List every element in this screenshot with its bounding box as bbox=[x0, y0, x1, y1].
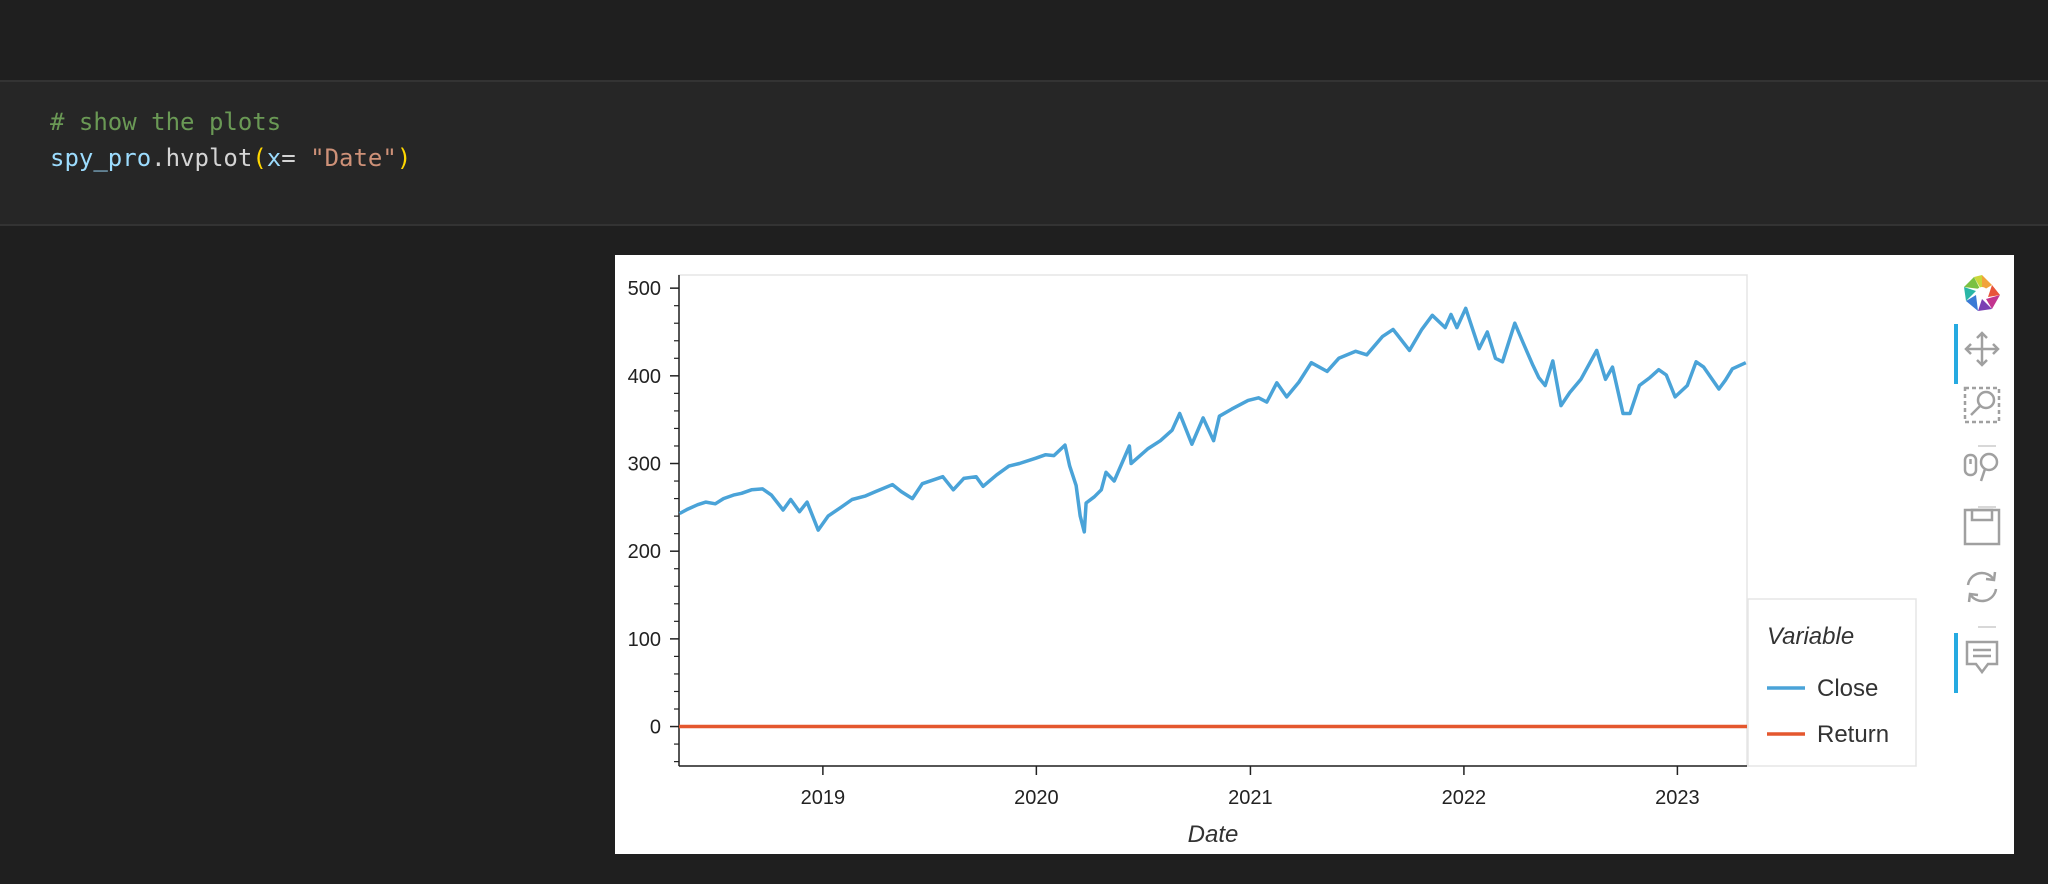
plot-output-panel: 0 100 200 300 400 500 2019 2020 2021 2022 2023 Da… bbox=[615, 255, 2014, 854]
x-tick-label: 2022 bbox=[1442, 787, 1487, 809]
legend-items: Close Return bbox=[1767, 675, 1889, 748]
plot-toolbar bbox=[1950, 268, 2014, 698]
code-arg-equals: = bbox=[281, 144, 311, 172]
y-tick-label: 500 bbox=[628, 278, 661, 300]
code-variable: spy_pro bbox=[50, 144, 152, 172]
line-chart[interactable]: 0 100 200 300 400 500 2019 2020 2021 2022 2023 Da… bbox=[615, 255, 2014, 854]
plot-area-border bbox=[678, 274, 1748, 767]
code-arg-name: x bbox=[266, 144, 282, 172]
y-tick-label: 0 bbox=[650, 717, 661, 739]
y-axis: 0 100 200 300 400 500 bbox=[628, 275, 680, 766]
x-axis: 2019 2020 2021 2022 2023 bbox=[679, 765, 1747, 809]
code-open-paren: ( bbox=[252, 144, 267, 172]
code-cell[interactable]: # show the plots spy_pro.hvplot(x= "Date… bbox=[0, 80, 2048, 226]
series-line-close[interactable] bbox=[678, 306, 1747, 534]
y-tick-label: 300 bbox=[628, 454, 661, 476]
y-tick-label: 100 bbox=[628, 629, 661, 651]
pan-icon[interactable] bbox=[1950, 324, 2014, 384]
box-zoom-icon[interactable] bbox=[1950, 380, 2014, 430]
legend-title: Variable bbox=[1767, 623, 1854, 650]
x-tick-label: 2020 bbox=[1014, 787, 1059, 809]
series-layer bbox=[678, 306, 1747, 729]
code-method: .hvplot bbox=[151, 144, 253, 172]
x-tick-label: 2021 bbox=[1228, 787, 1273, 809]
toolbar-separator bbox=[1978, 445, 1996, 447]
x-tick-label: 2019 bbox=[801, 787, 846, 809]
code-close-paren: ) bbox=[396, 144, 412, 172]
notebook-top-strip bbox=[0, 0, 2048, 80]
x-axis-title: Date bbox=[1188, 821, 1239, 848]
hover-icon[interactable] bbox=[1950, 633, 2014, 693]
legend-box bbox=[1747, 598, 1917, 767]
save-icon[interactable] bbox=[1950, 502, 2014, 552]
reset-icon[interactable] bbox=[1950, 562, 2014, 612]
y-tick-label: 200 bbox=[628, 541, 661, 563]
code-arg-value: "Date" bbox=[310, 144, 397, 172]
toolbar-separator bbox=[1978, 626, 1996, 628]
wheel-zoom-icon[interactable] bbox=[1950, 442, 2014, 492]
toolbar-separator bbox=[1978, 506, 1996, 508]
y-tick-label: 400 bbox=[628, 366, 661, 388]
bokeh-logo-icon[interactable] bbox=[1950, 268, 2014, 318]
code-comment: # show the plots bbox=[50, 108, 282, 136]
code-editor[interactable]: # show the plots spy_pro.hvplot(x= "Date… bbox=[50, 104, 411, 176]
legend-label-return[interactable]: Return bbox=[1817, 721, 1889, 748]
legend-label-close[interactable]: Close bbox=[1817, 675, 1878, 702]
x-tick-label: 2023 bbox=[1655, 787, 1700, 809]
